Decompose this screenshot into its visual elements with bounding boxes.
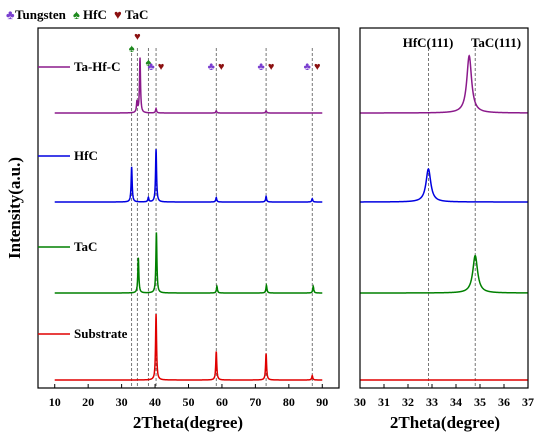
heart-icon: ♥ — [158, 61, 165, 73]
series-line-hfc — [360, 167, 528, 203]
spade-icon: ♠ — [129, 43, 135, 55]
heart-icon: ♥ — [268, 61, 275, 73]
annotation-hfc111: HfC(111) — [403, 35, 454, 50]
right-x-tick-label: 30 — [354, 395, 366, 409]
spade-icon: ♠ — [73, 7, 80, 22]
right-x-tick-label: 32 — [402, 395, 414, 409]
series-labels: Ta-Hf-C HfC TaC Substrate — [38, 59, 128, 341]
heart-icon: ♥ — [314, 61, 321, 73]
series-line-tac — [360, 254, 528, 294]
left-x-tick-label: 60 — [216, 395, 228, 409]
right-x-tick-label: 35 — [474, 395, 486, 409]
series-label-tac: TaC — [74, 239, 97, 254]
series-line-tac — [54, 232, 323, 294]
right-x-tick-label: 37 — [522, 395, 534, 409]
spade-icon: ♠ — [145, 57, 151, 69]
y-axis-title: Intensity(a.u.) — [5, 157, 24, 259]
left-x-tick-label: 80 — [283, 395, 295, 409]
left-x-ticks: 10 20 30 40 50 60 70 80 90 — [49, 384, 328, 409]
series-label-hfc: HfC — [74, 148, 98, 163]
left-x-tick-label: 70 — [249, 395, 261, 409]
heart-icon: ♥ — [218, 61, 225, 73]
club-icon: ♣ — [147, 61, 154, 73]
series-line-ta-hf-c — [360, 54, 528, 114]
legend-label-tac: TaC — [125, 7, 148, 22]
heart-icon: ♥ — [114, 7, 122, 22]
right-x-tick-label: 34 — [450, 395, 462, 409]
series-line-substrate — [54, 313, 323, 381]
left-reference-lines — [131, 48, 313, 388]
series-line-ta-hf-c — [54, 57, 323, 114]
legend-item-hfc: ♠ HfC — [73, 7, 107, 22]
series-line-hfc — [54, 149, 323, 203]
series-label-ta-hf-c: Ta-Hf-C — [74, 59, 120, 74]
left-x-tick-label: 20 — [82, 395, 94, 409]
left-x-tick-label: 30 — [116, 395, 128, 409]
left-series — [54, 57, 323, 381]
heart-icon: ♥ — [134, 31, 141, 43]
club-icon: ♣ — [304, 61, 311, 73]
right-plot-frame — [359, 27, 529, 389]
club-icon: ♣ — [208, 61, 215, 73]
right-x-axis-title: 2Theta(degree) — [390, 413, 500, 432]
legend-item-tungsten: ♣ Tungsten — [6, 7, 67, 22]
series-label-substrate: Substrate — [74, 326, 128, 341]
right-reference-lines — [427, 48, 476, 388]
legend: ♣ Tungsten ♠ HfC ♥ TaC — [6, 7, 148, 22]
right-x-ticks: 30 31 32 33 34 35 36 37 — [354, 384, 534, 409]
peak-markers: ♠♥♠♣ ♥ ♣ ♥ ♣ ♥ ♣ ♥ — [129, 31, 321, 73]
left-x-tick-label: 40 — [149, 395, 161, 409]
annotation-tac111: TaC(111) — [471, 35, 521, 50]
club-icon: ♣ — [6, 7, 15, 22]
club-icon: ♣ — [257, 61, 264, 73]
legend-label-tungsten: Tungsten — [15, 7, 67, 22]
right-x-tick-label: 31 — [378, 395, 390, 409]
left-x-tick-label: 50 — [183, 395, 195, 409]
left-x-axis-title: 2Theta(degree) — [133, 413, 243, 432]
right-x-tick-label: 36 — [498, 395, 510, 409]
right-x-tick-label: 33 — [426, 395, 438, 409]
left-x-tick-label: 90 — [316, 395, 328, 409]
legend-label-hfc: HfC — [83, 7, 107, 22]
legend-item-tac: ♥ TaC — [114, 7, 148, 22]
right-series — [360, 54, 528, 381]
left-x-tick-label: 10 — [49, 395, 61, 409]
